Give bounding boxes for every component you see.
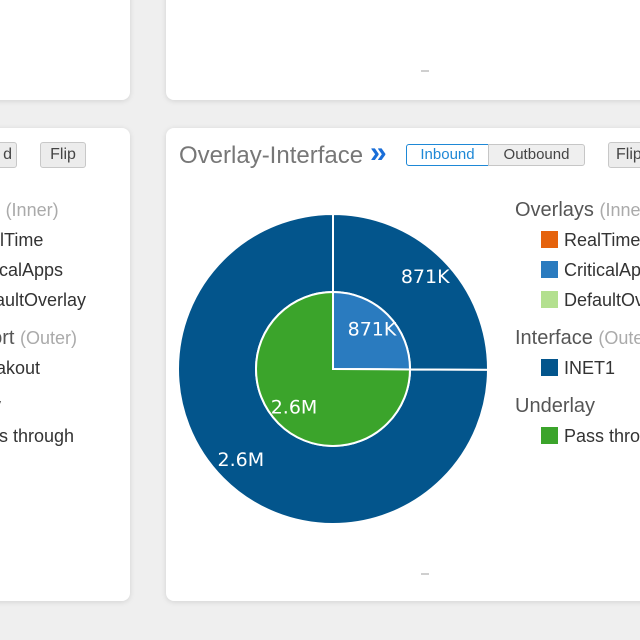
- legend-swatch: [541, 291, 558, 308]
- legend-underlay-header: Underlay: [515, 395, 596, 417]
- legend-overlays-header: Overlays (Inne: [515, 199, 640, 221]
- left-legend-item[interactable]: ass through: [0, 426, 75, 446]
- inner-slice-0[interactable]: [332, 290, 411, 371]
- left-legend: ys (Inner) ealTime riticalApps efaultOve…: [0, 195, 86, 451]
- expand-chevron-icon[interactable]: »: [370, 136, 387, 169]
- left-legend-item[interactable]: reakout: [0, 358, 41, 378]
- legend-item-inet1[interactable]: INET1: [515, 353, 640, 383]
- legend-item-pass-through[interactable]: Pass thro: [515, 421, 640, 451]
- tab-outbound[interactable]: Outbound: [488, 144, 585, 166]
- legend-item-realtime[interactable]: RealTime: [515, 225, 640, 255]
- left-legend-item[interactable]: ealTime: [0, 230, 44, 250]
- legend-swatch: [541, 427, 558, 444]
- left-legend-item[interactable]: riticalApps: [0, 260, 64, 280]
- left-legend-transport-header: port (Outer): [0, 327, 78, 349]
- left-legend-underlay-header: ay: [0, 391, 86, 421]
- tab-inbound[interactable]: Inbound: [406, 144, 489, 166]
- placeholder-dash: [421, 573, 429, 575]
- flip-button[interactable]: Flip: [608, 142, 640, 168]
- left-legend-item[interactable]: efaultOverlay: [0, 290, 87, 310]
- top-right-card: [166, 0, 640, 100]
- legend-swatch: [541, 261, 558, 278]
- slice-labels: 871K 2.6M 871K 2.6M: [218, 266, 451, 471]
- left-legend-overlays-header: ys (Inner): [5, 200, 59, 220]
- left-card: d Flip ys (Inner) ealTime riticalApps ef…: [0, 128, 130, 601]
- inner-slice-label: 2.6M: [271, 396, 318, 418]
- inner-ring: [255, 290, 412, 447]
- outer-slice-label: 2.6M: [218, 449, 265, 471]
- inner-slice-label: 871K: [348, 319, 397, 341]
- donut-chart: 871K 2.6M 871K 2.6M: [177, 212, 490, 525]
- left-outbound-toggle[interactable]: d: [0, 142, 17, 168]
- card-title: Overlay-Interface: [179, 142, 364, 169]
- legend-swatch: [541, 359, 558, 376]
- legend-swatch: [541, 231, 558, 248]
- inner-slice-1[interactable]: [255, 290, 412, 447]
- overlay-interface-card: Overlay-Interface » Inbound Outbound Fli…: [166, 128, 640, 601]
- placeholder-dash: [421, 70, 429, 72]
- legend-interface-header: Interface (Oute: [515, 327, 640, 349]
- top-left-card: [0, 0, 130, 100]
- outer-slice-label: 871K: [401, 266, 450, 288]
- main-legend: Overlays (Inne RealTime CriticalAp Defau…: [515, 195, 640, 451]
- legend-item-defaultoverlay[interactable]: DefaultOv: [515, 285, 640, 315]
- legend-item-criticalapps[interactable]: CriticalAp: [515, 255, 640, 285]
- left-flip-button[interactable]: Flip: [40, 142, 86, 168]
